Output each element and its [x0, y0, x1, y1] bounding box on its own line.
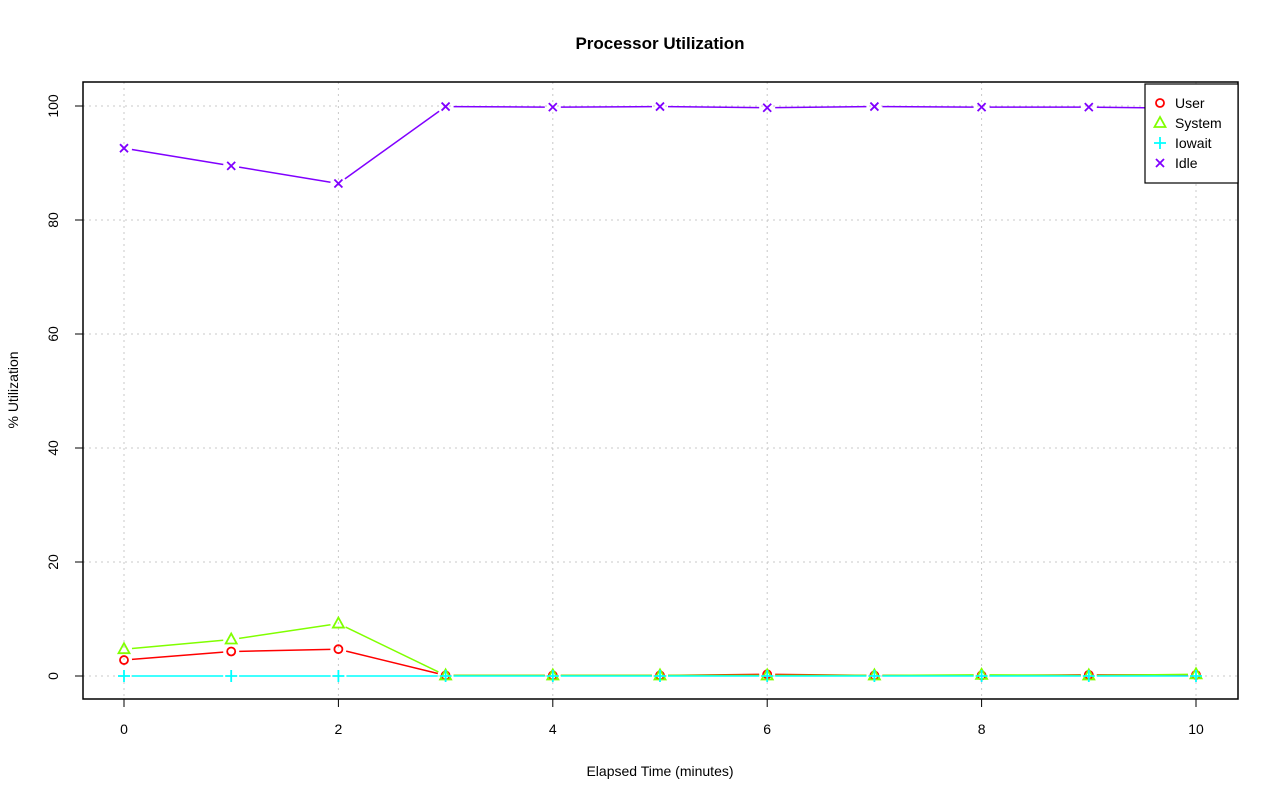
series-line-segment [1097, 674, 1188, 675]
y-tick-label: 60 [45, 326, 61, 342]
data-point [225, 670, 237, 682]
y-tick-label: 20 [45, 554, 61, 570]
legend-label: User [1175, 95, 1205, 111]
x-tick-label: 4 [549, 721, 557, 737]
data-point [118, 670, 130, 682]
y-axis-label: % Utilization [5, 351, 21, 428]
data-point [334, 180, 342, 188]
data-point [332, 670, 344, 682]
x-tick-label: 8 [978, 721, 986, 737]
data-point [978, 103, 986, 111]
x-tick-label: 6 [763, 721, 771, 737]
series-line-segment [346, 651, 438, 673]
data-point [1085, 103, 1093, 111]
data-point [1190, 670, 1202, 682]
data-point [119, 643, 130, 653]
x-tick-label: 2 [335, 721, 343, 737]
legend: User System Iowait Idle [1145, 84, 1238, 183]
data-point [120, 144, 128, 152]
plot-box [83, 82, 1238, 699]
series-line-segment [239, 167, 330, 182]
legend-label: System [1175, 115, 1222, 131]
series-iowait [118, 670, 1202, 682]
data-point [227, 647, 235, 655]
data-point [226, 634, 237, 644]
data-point [656, 103, 664, 111]
series-line-segment [132, 652, 223, 659]
series-idle [120, 103, 1200, 188]
y-tick-label: 80 [45, 212, 61, 228]
series-group [118, 103, 1202, 682]
series-line-segment [239, 625, 330, 639]
data-point [763, 104, 771, 112]
data-point [442, 103, 450, 111]
x-tick-label: 10 [1188, 721, 1204, 737]
data-point [976, 670, 988, 682]
series-line-segment [668, 107, 759, 108]
series-line-segment [132, 149, 223, 164]
grid [83, 82, 1238, 699]
data-point [870, 103, 878, 111]
legend-label: Idle [1175, 155, 1198, 171]
y-tick-label: 40 [45, 440, 61, 456]
x-tick-label: 0 [120, 721, 128, 737]
y-tick-label: 100 [45, 94, 61, 118]
data-point [120, 656, 128, 664]
data-point [227, 162, 235, 170]
y-tick-label: 0 [45, 672, 61, 680]
chart-title: Processor Utilization [575, 34, 744, 53]
x-axis-label: Elapsed Time (minutes) [586, 763, 733, 779]
series-line-segment [346, 627, 439, 672]
data-point [549, 103, 557, 111]
series-line-segment [132, 640, 223, 648]
series-line-segment [775, 107, 866, 108]
series-line-segment [239, 649, 330, 651]
legend-label: Iowait [1175, 135, 1212, 151]
series-line-segment [345, 111, 439, 179]
